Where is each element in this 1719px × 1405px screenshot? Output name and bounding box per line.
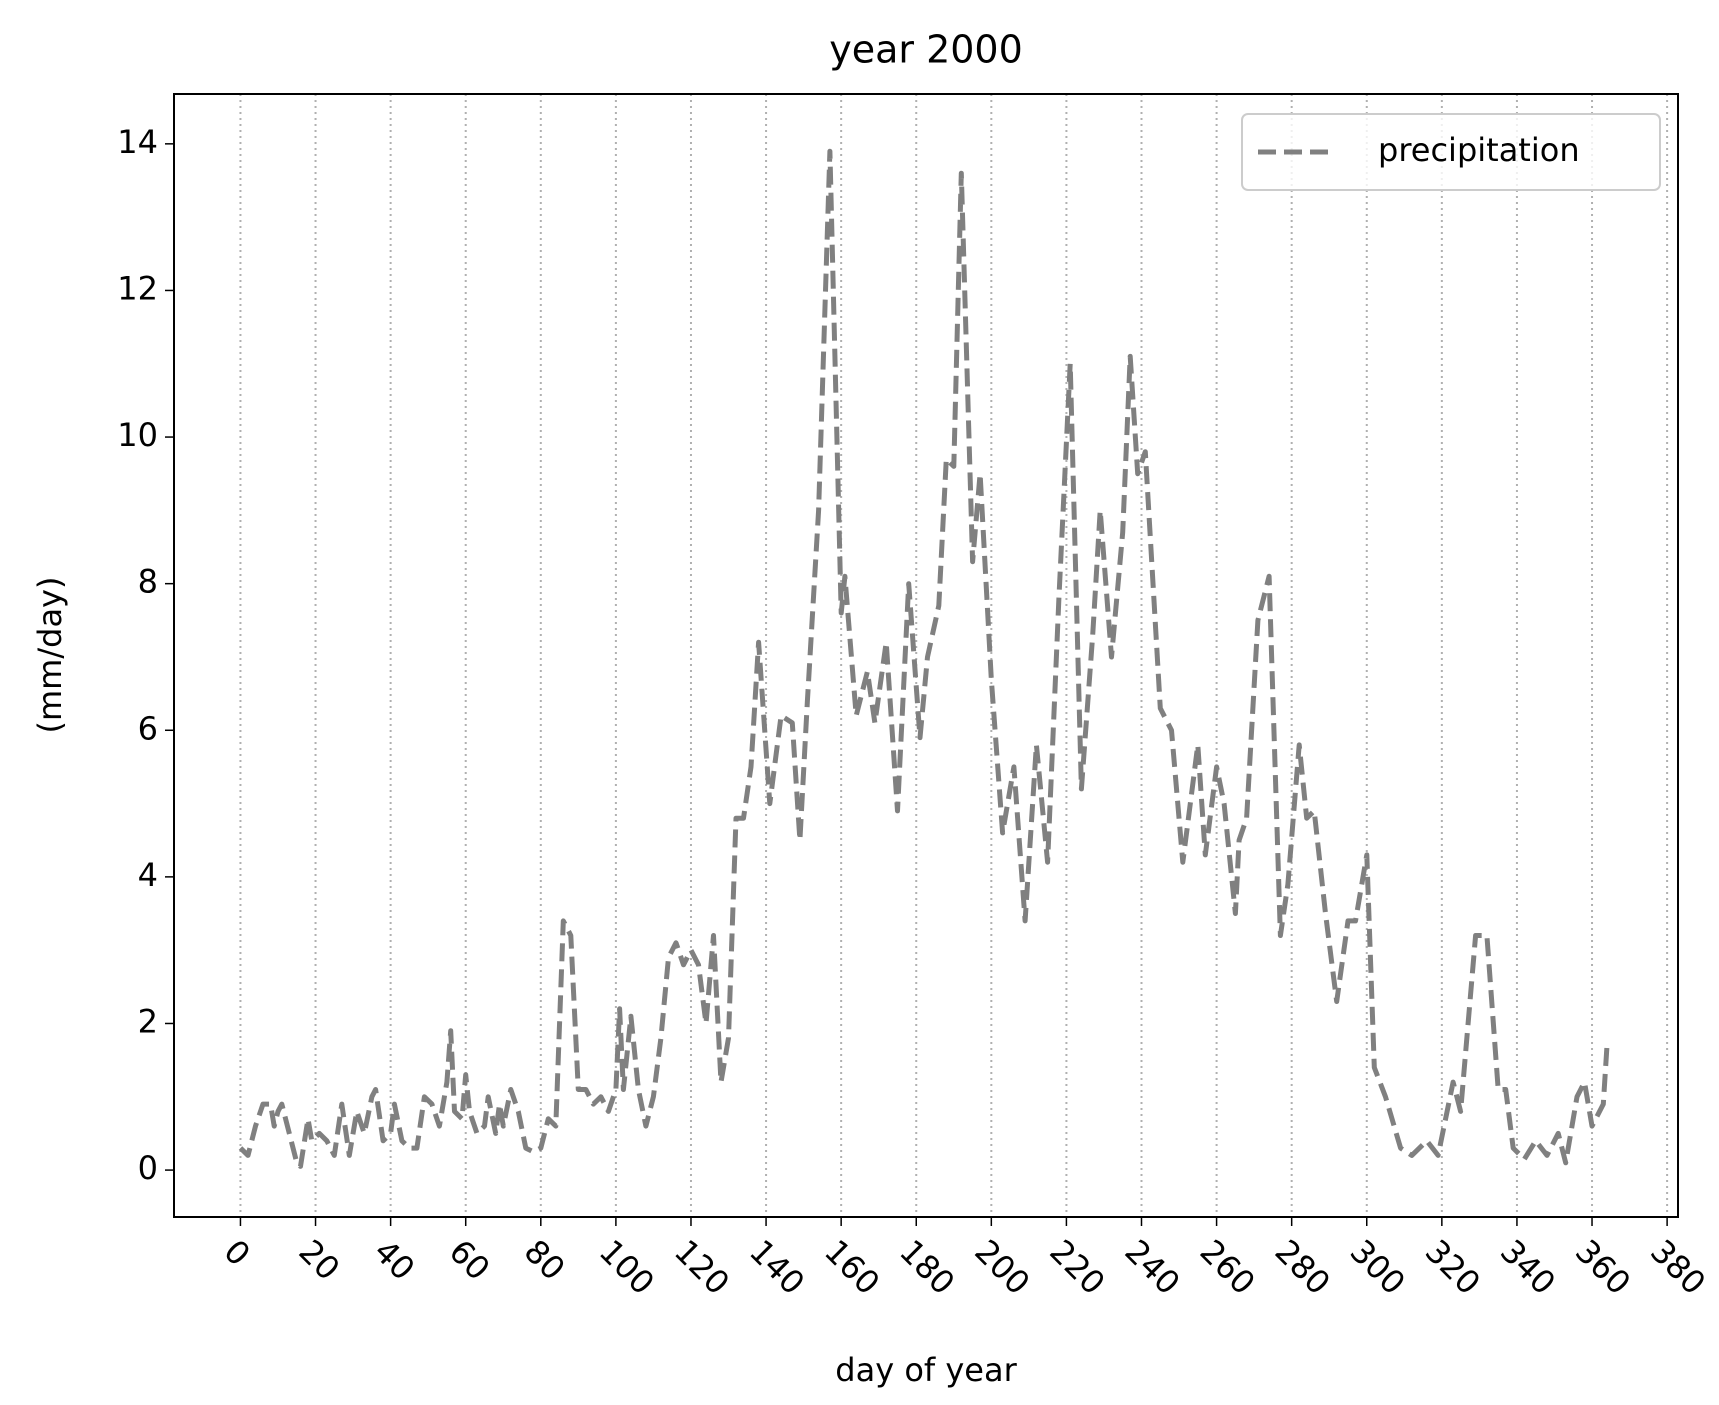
y-tick-label: 2 [138,1002,158,1040]
x-tick-label: 280 [1268,1232,1338,1302]
x-tick-label: 360 [1568,1232,1638,1302]
y-tick-label: 12 [117,269,158,307]
x-axis-label: day of year [835,1351,1017,1389]
x-tick-label: 320 [1418,1232,1488,1302]
x-tick-label: 80 [517,1232,573,1288]
x-tick-label: 100 [592,1232,662,1302]
y-tick-label: 6 [138,709,158,747]
x-tick-label: 160 [817,1232,887,1302]
chart-title: year 2000 [829,28,1023,72]
x-tick-label: 380 [1643,1232,1713,1302]
y-tick-label: 8 [138,563,158,601]
x-tick-label: 140 [742,1232,812,1302]
plot-frame [173,93,1679,1218]
x-tick-label: 0 [216,1232,257,1273]
x-tick-label: 180 [892,1232,962,1302]
legend-box [1241,113,1661,191]
y-tick-label: 14 [117,123,158,161]
y-tick-label: 10 [117,416,158,454]
y-tick-label: 0 [138,1149,158,1187]
x-tick-label: 200 [967,1232,1037,1302]
x-tick-label: 120 [667,1232,737,1302]
x-tick-label: 20 [292,1232,348,1288]
x-tick-label: 60 [442,1232,498,1288]
x-tick-label: 40 [367,1232,423,1288]
legend-label: precipitation [1378,131,1580,169]
x-tick-label: 340 [1493,1232,1563,1302]
x-tick-label: 240 [1117,1232,1187,1302]
x-tick-label: 300 [1343,1232,1413,1302]
y-axis-label: (mm/day) [31,577,69,734]
data-line [238,148,1610,1169]
x-tick-label: 220 [1042,1232,1112,1302]
x-tick-label: 260 [1193,1232,1263,1302]
y-tick-label: 4 [138,856,158,894]
